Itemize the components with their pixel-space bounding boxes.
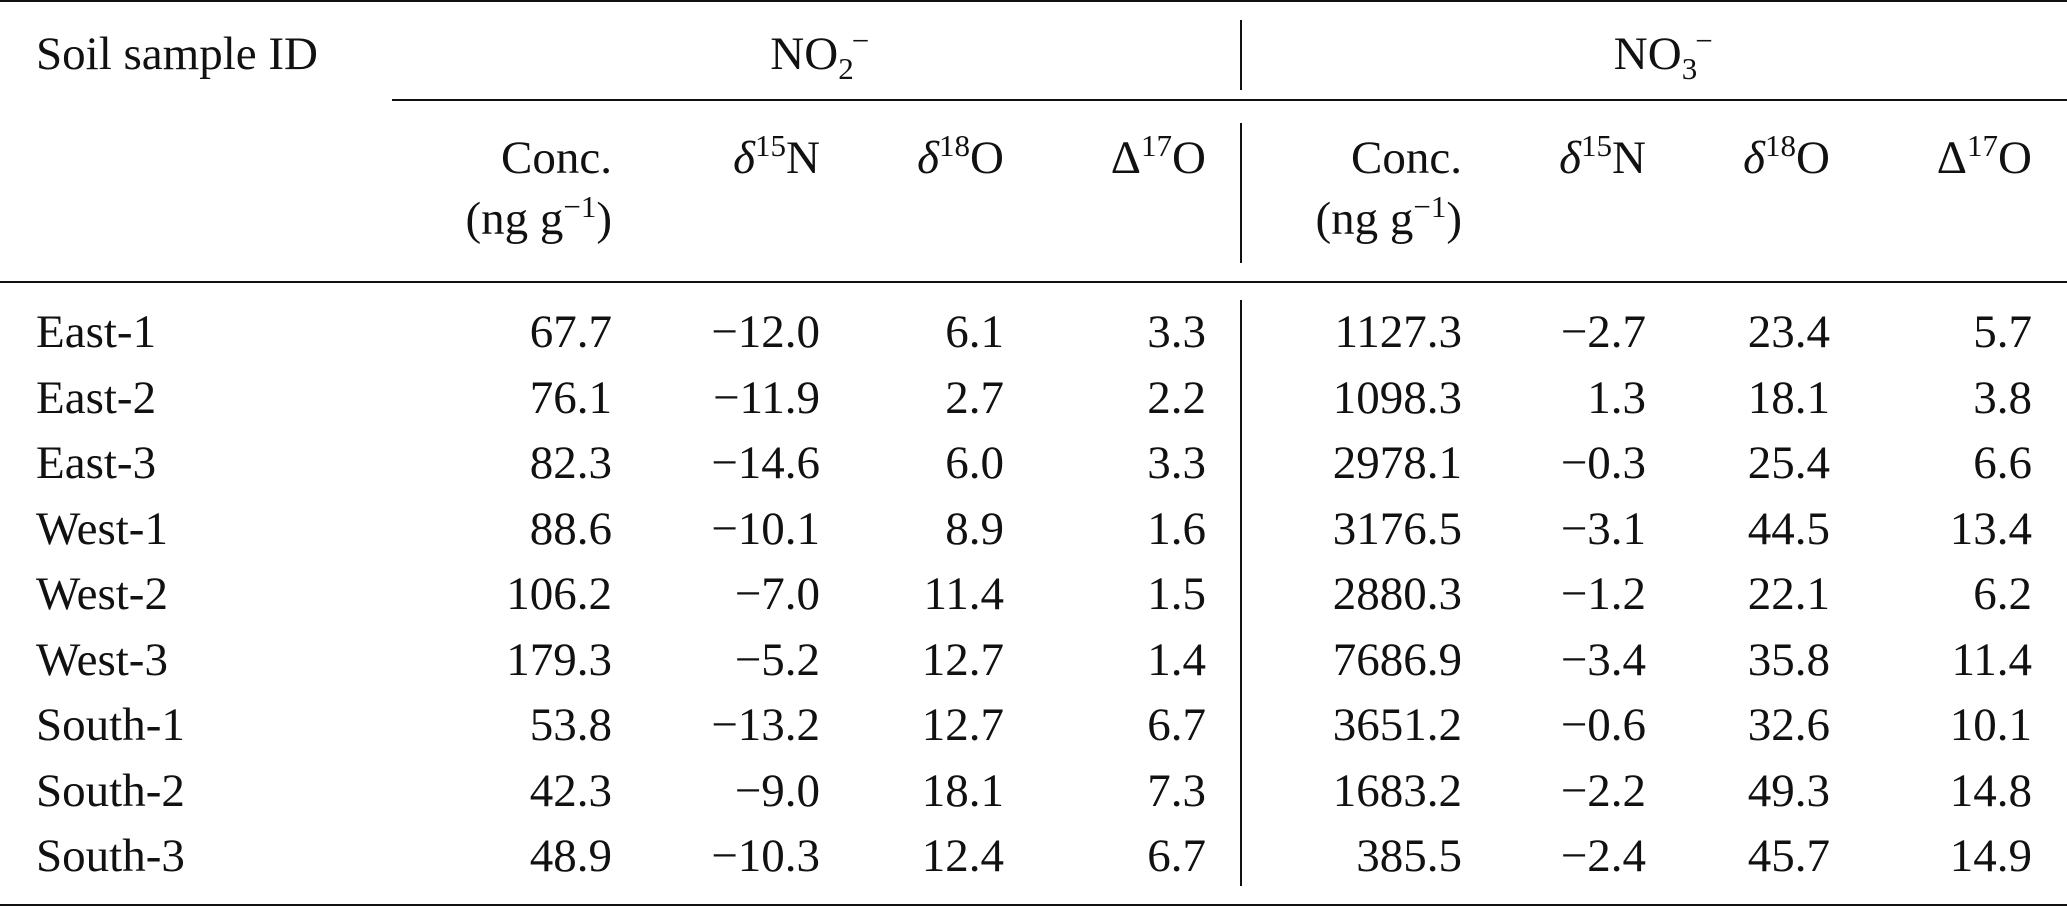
top-rule (0, 0, 2067, 2)
table-cell: 1683.2 (1332, 765, 1462, 817)
table-cell: 1.4 (1147, 634, 1206, 686)
header-no2-d18o: δ18O (917, 127, 1004, 184)
table-cell: 12.7 (921, 634, 1004, 686)
table-cell: 3.3 (1147, 306, 1206, 358)
table-cell: 35.8 (1747, 634, 1830, 686)
table-cell: −2.2 (1560, 765, 1646, 817)
group-underline (392, 99, 2067, 101)
row-sample-id: West-1 (36, 503, 168, 555)
row-sample-id: East-3 (36, 437, 157, 489)
table-cell: 106.2 (506, 568, 612, 620)
table-cell: −3.1 (1560, 503, 1646, 555)
group-separator-body (1240, 300, 1242, 886)
table-cell: 53.8 (529, 699, 612, 751)
header-bottom-rule (0, 281, 2067, 283)
bottom-rule (0, 904, 2067, 906)
table-cell: 44.5 (1747, 503, 1830, 555)
table-cell: 14.9 (1949, 830, 2032, 882)
table-cell: −3.4 (1560, 634, 1646, 686)
table-cell: 76.1 (529, 372, 612, 424)
row-sample-id: South-3 (36, 830, 185, 882)
table-cell: 2880.3 (1332, 568, 1462, 620)
table-cell: −11.9 (712, 372, 820, 424)
table-cell: 25.4 (1747, 437, 1830, 489)
table-cell: −0.3 (1560, 437, 1646, 489)
table-cell: 6.0 (945, 437, 1004, 489)
table-cell: −2.4 (1560, 830, 1646, 882)
row-sample-id: South-2 (36, 765, 185, 817)
header-no3-D17o: Δ17O (1936, 127, 2032, 184)
header-no3-d18o: δ18O (1743, 127, 1830, 184)
table-cell: 82.3 (529, 437, 612, 489)
table-cell: 6.7 (1147, 830, 1206, 882)
table-cell: 6.7 (1147, 699, 1206, 751)
header-no3-conc: Conc. (ng g−1) (1315, 132, 1462, 245)
table-cell: 2.2 (1147, 372, 1206, 424)
table-cell: −9.0 (734, 765, 820, 817)
table-cell: −10.1 (711, 503, 820, 555)
row-sample-id: West-3 (36, 634, 168, 686)
row-sample-id: West-2 (36, 568, 168, 620)
table-cell: 67.7 (529, 306, 612, 358)
table-cell: −2.7 (1560, 306, 1646, 358)
table-cell: 8.9 (945, 503, 1004, 555)
table-cell: 12.4 (921, 830, 1004, 882)
row-sample-id: East-1 (36, 306, 157, 358)
table-cell: 3176.5 (1332, 503, 1462, 555)
table-cell: 3651.2 (1332, 699, 1462, 751)
table-cell: 12.7 (921, 699, 1004, 751)
header-no2-conc: Conc. (ng g−1) (465, 132, 612, 245)
header-no3-d15n: δ15N (1559, 127, 1646, 184)
table-cell: 88.6 (529, 503, 612, 555)
group-separator-subheader (1240, 123, 1242, 263)
table-cell: 5.7 (1973, 306, 2032, 358)
header-group-no3: NO3− (1613, 23, 1713, 86)
header-no2-D17o: Δ17O (1110, 127, 1206, 184)
header-sample-id: Soil sample ID (36, 28, 318, 80)
table-cell: −12.0 (711, 306, 820, 358)
table-cell: 7.3 (1147, 765, 1206, 817)
table-cell: −13.2 (711, 699, 820, 751)
table-cell: 1.5 (1147, 568, 1206, 620)
table-cell: −7.0 (734, 568, 820, 620)
row-sample-id: East-2 (36, 372, 157, 424)
table-cell: 6.2 (1973, 568, 2032, 620)
row-sample-id: South-1 (36, 699, 185, 751)
table-cell: 1127.3 (1334, 306, 1462, 358)
header-no2-d15n: δ15N (733, 127, 820, 184)
table-cell: −1.2 (1560, 568, 1646, 620)
table-cell: 7686.9 (1332, 634, 1462, 686)
table-cell: 32.6 (1747, 699, 1830, 751)
table-cell: 1.6 (1147, 503, 1206, 555)
table-cell: 6.6 (1973, 437, 2032, 489)
table-cell: 385.5 (1356, 830, 1462, 882)
table-cell: 3.8 (1973, 372, 2032, 424)
table-cell: 42.3 (529, 765, 612, 817)
table-cell: 13.4 (1949, 503, 2032, 555)
table-cell: 22.1 (1747, 568, 1830, 620)
table-cell: 11.4 (1951, 634, 2032, 686)
table-cell: 2.7 (945, 372, 1004, 424)
table-cell: 45.7 (1747, 830, 1830, 882)
table-cell: −14.6 (711, 437, 820, 489)
table-cell: 1.3 (1587, 372, 1646, 424)
table-cell: 23.4 (1747, 306, 1830, 358)
table-cell: 6.1 (945, 306, 1004, 358)
table-cell: 18.1 (921, 765, 1004, 817)
table-cell: 49.3 (1747, 765, 1830, 817)
table-cell: 10.1 (1949, 699, 2032, 751)
table-cell: 1098.3 (1332, 372, 1462, 424)
table-cell: −5.2 (734, 634, 820, 686)
table-cell: 179.3 (506, 634, 612, 686)
table-cell: −0.6 (1560, 699, 1646, 751)
table-cell: 18.1 (1747, 372, 1830, 424)
table-cell: 48.9 (529, 830, 612, 882)
table-cell: 11.4 (923, 568, 1004, 620)
group-separator-top (1240, 20, 1242, 90)
table-cell: 14.8 (1949, 765, 2032, 817)
table-cell: −10.3 (711, 830, 820, 882)
header-group-no2: NO2− (770, 23, 870, 86)
table-cell: 3.3 (1147, 437, 1206, 489)
table-cell: 2978.1 (1332, 437, 1462, 489)
